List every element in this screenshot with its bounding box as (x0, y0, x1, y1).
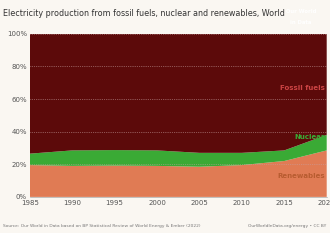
Text: Our World: Our World (286, 9, 316, 14)
Text: OurWorldInData.org/energy • CC BY: OurWorldInData.org/energy • CC BY (248, 224, 327, 228)
Text: Electricity production from fossil fuels, nuclear and renewables, World: Electricity production from fossil fuels… (3, 9, 285, 18)
Text: Fossil fuels: Fossil fuels (280, 85, 325, 91)
Text: in Data: in Data (290, 20, 312, 25)
Text: Nuclear: Nuclear (295, 134, 325, 140)
Text: Renewables: Renewables (278, 173, 325, 179)
Text: Source: Our World in Data based on BP Statistical Review of World Energy & Ember: Source: Our World in Data based on BP St… (3, 224, 201, 228)
